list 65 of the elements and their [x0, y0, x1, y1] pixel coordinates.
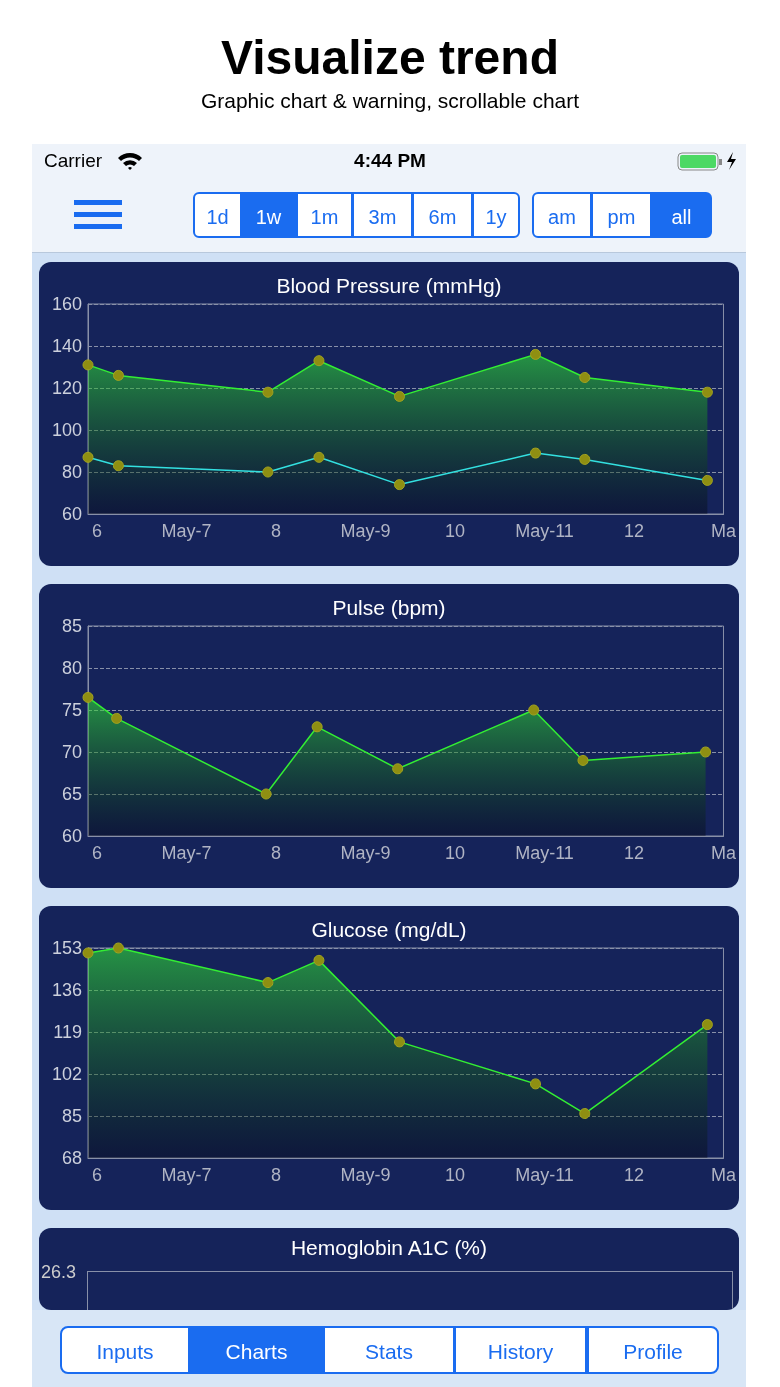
y-tick-label: 120: [51, 378, 82, 398]
text: Stats: [323, 1326, 455, 1374]
x-tick-label: Ma: [710, 521, 737, 541]
x-tick-label: May-7: [161, 521, 212, 541]
x-tick-label: 12: [623, 1165, 645, 1185]
x-tick-label: May-7: [161, 843, 212, 863]
x-tick-label: 10: [444, 521, 465, 541]
x-tick-label: May-11: [515, 1165, 574, 1185]
y-tick-label: 80: [61, 462, 82, 482]
y-tick-label: 85: [61, 1106, 82, 1126]
y-tick-label: 102: [51, 1064, 82, 1084]
y-tick-label: 80: [61, 658, 82, 678]
text: History: [454, 1326, 587, 1374]
text: Graphic chart & warning, scrollable chart: [199, 89, 581, 113]
y-tick-label: 119: [53, 1022, 82, 1042]
y-tick-label: 60: [61, 826, 82, 846]
x-tick-label: 6: [91, 1165, 102, 1185]
text: 1m: [296, 192, 353, 238]
x-tick-label: May-9: [340, 1165, 391, 1185]
y-tick-label: 140: [51, 336, 82, 356]
text: Inputs: [60, 1326, 190, 1374]
text: 1w: [241, 192, 296, 238]
x-tick-label: 12: [623, 843, 645, 863]
x-tick-label: 10: [444, 843, 465, 863]
x-tick-label: Ma: [710, 843, 737, 863]
x-tick-label: Ma: [710, 1165, 737, 1185]
text: 1y: [472, 192, 520, 238]
text: all: [651, 192, 712, 238]
x-tick-label: 6: [91, 521, 102, 541]
text: Hemoglobin A1C (%): [289, 1236, 489, 1260]
text: am: [532, 192, 592, 238]
text: Profile: [587, 1326, 719, 1374]
x-tick-label: May-11: [515, 521, 574, 541]
x-tick-label: 6: [91, 843, 102, 863]
y-tick-label: 160: [51, 294, 82, 314]
y-tick-label: 65: [61, 784, 82, 804]
x-tick-label: 10: [444, 1165, 465, 1185]
text: 26.3: [41, 1262, 77, 1283]
x-tick-label: May-9: [340, 843, 391, 863]
text: 4:44 PM: [353, 150, 427, 172]
y-tick-label: 153: [51, 938, 82, 958]
chart-title: Blood Pressure (mmHg): [276, 274, 502, 297]
y-tick-label: 100: [51, 420, 82, 440]
text: pm: [591, 192, 652, 238]
text: Charts: [189, 1326, 324, 1374]
x-tick-label: 8: [270, 521, 281, 541]
y-tick-label: 70: [61, 742, 82, 762]
x-tick-label: 12: [623, 521, 645, 541]
x-tick-label: May-9: [340, 521, 391, 541]
text: 6m: [412, 192, 473, 238]
text: 3m: [352, 192, 413, 238]
text: 1d: [193, 192, 242, 238]
x-tick-label: 8: [270, 1165, 281, 1185]
y-tick-label: 68: [61, 1148, 82, 1168]
chart-title: Pulse (bpm): [332, 596, 446, 619]
chart-title: Glucose (mg/dL): [311, 918, 467, 941]
x-tick-label: May-7: [161, 1165, 212, 1185]
x-tick-label: 8: [270, 843, 281, 863]
text: Visualize trend: [220, 30, 560, 85]
y-tick-label: 136: [51, 980, 82, 1000]
y-tick-label: 75: [61, 700, 82, 720]
y-tick-label: 60: [61, 504, 82, 524]
y-tick-label: 85: [61, 616, 82, 636]
text: Carrier: [44, 150, 104, 172]
x-tick-label: May-11: [515, 843, 574, 863]
